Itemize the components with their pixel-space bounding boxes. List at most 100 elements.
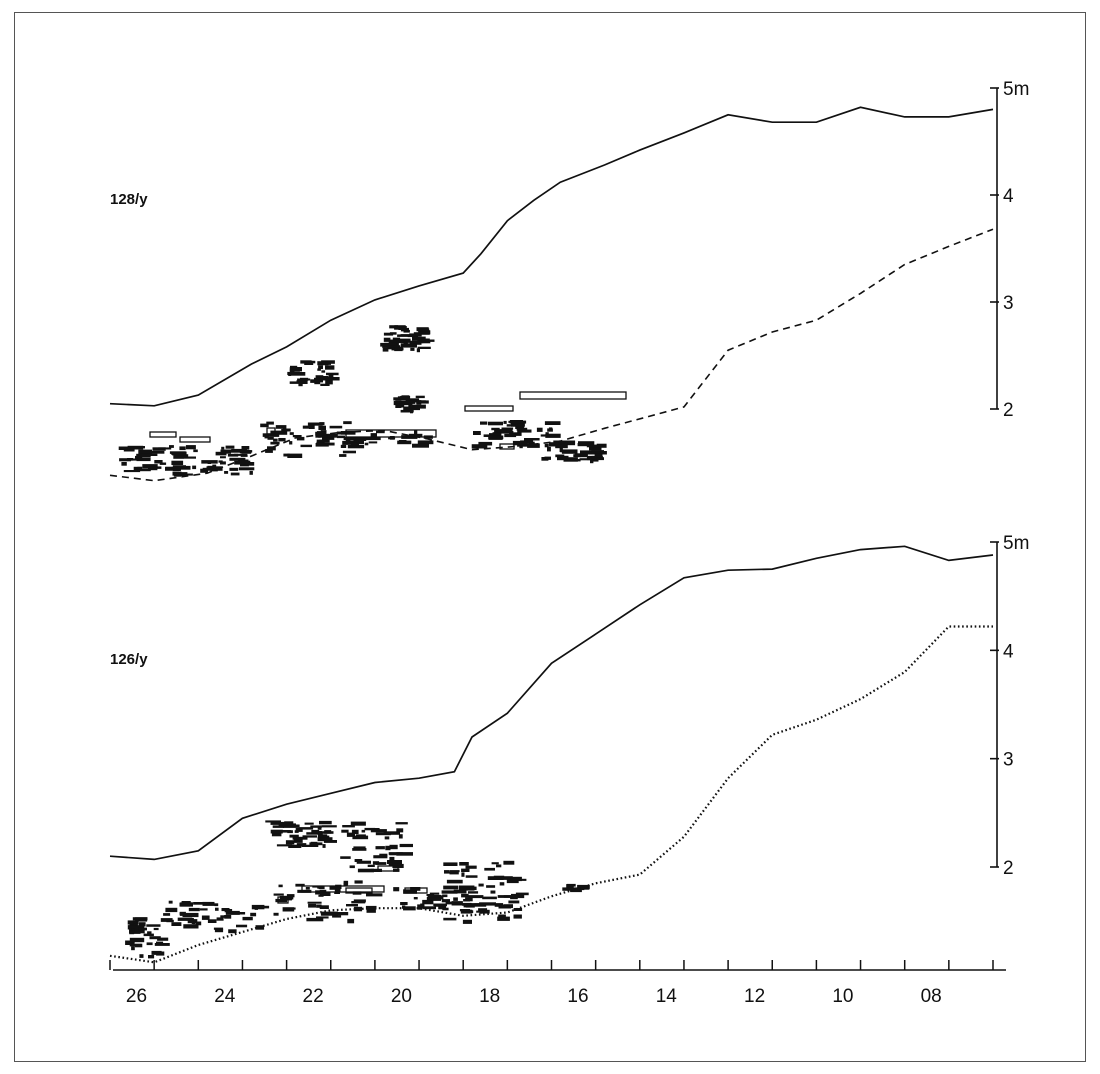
find-mark bbox=[403, 889, 417, 894]
find-mark bbox=[396, 852, 413, 856]
find-mark bbox=[504, 433, 517, 438]
find-mark bbox=[555, 454, 565, 458]
find-mark bbox=[417, 440, 434, 445]
find-mark bbox=[473, 431, 481, 435]
find-mark bbox=[234, 460, 251, 465]
find-mark bbox=[340, 431, 356, 435]
find-mark bbox=[364, 442, 369, 446]
find-mark bbox=[185, 445, 196, 450]
find-mark bbox=[172, 451, 186, 456]
find-mark bbox=[498, 904, 511, 909]
find-mark bbox=[545, 433, 561, 438]
find-mark bbox=[506, 879, 519, 884]
find-mark bbox=[342, 825, 355, 828]
find-mark bbox=[129, 930, 135, 935]
find-mark bbox=[321, 825, 337, 828]
find-mark bbox=[400, 902, 408, 906]
find-mark bbox=[220, 456, 226, 459]
find-mark bbox=[225, 445, 235, 449]
find-mark bbox=[317, 368, 321, 371]
find-mark bbox=[356, 860, 371, 864]
find-mark bbox=[346, 832, 355, 837]
find-mark bbox=[518, 878, 527, 881]
find-mark bbox=[293, 838, 303, 843]
find-mark bbox=[347, 918, 355, 924]
panel-126y: 126/y 5m 4 3 2 bbox=[109, 533, 1029, 964]
find-mark bbox=[254, 907, 258, 910]
find-mark bbox=[450, 870, 460, 873]
find-mark bbox=[346, 904, 358, 907]
find-mark bbox=[160, 918, 173, 922]
find-mark bbox=[289, 381, 307, 384]
find-mark bbox=[577, 884, 590, 889]
find-mark bbox=[174, 472, 188, 477]
find-mark bbox=[389, 844, 398, 850]
find-mark bbox=[413, 897, 418, 900]
find-mark bbox=[183, 924, 199, 929]
find-mark bbox=[275, 898, 287, 903]
find-mark bbox=[207, 919, 217, 923]
x-tick-label: 10 bbox=[832, 986, 853, 1007]
find-mark bbox=[471, 444, 488, 449]
find-mark bbox=[249, 470, 253, 475]
find-mark bbox=[234, 453, 248, 456]
find-mark bbox=[461, 872, 465, 877]
find-mark bbox=[512, 432, 522, 436]
find-mark bbox=[401, 400, 414, 404]
find-mark bbox=[557, 455, 569, 461]
find-mark bbox=[322, 433, 338, 438]
find-mark bbox=[308, 424, 315, 429]
find-mark bbox=[598, 451, 607, 455]
find-mark bbox=[396, 828, 404, 833]
find-mark bbox=[159, 462, 167, 465]
find-mark bbox=[443, 862, 458, 866]
find-mark bbox=[171, 922, 182, 926]
find-mark bbox=[403, 341, 407, 345]
find-mark bbox=[266, 421, 274, 425]
find-mark bbox=[480, 421, 488, 425]
find-mark bbox=[118, 446, 133, 450]
find-mark bbox=[306, 917, 324, 922]
find-mark bbox=[374, 828, 380, 831]
find-mark bbox=[547, 428, 553, 432]
find-mark bbox=[276, 844, 293, 847]
find-mark bbox=[309, 842, 323, 846]
find-mark bbox=[302, 425, 314, 429]
find-mark bbox=[579, 458, 592, 461]
find-mark bbox=[267, 436, 274, 440]
find-mark bbox=[202, 467, 210, 471]
panel-label-126y: 126/y bbox=[110, 651, 148, 668]
find-mark bbox=[370, 868, 382, 872]
find-mark bbox=[229, 467, 239, 471]
find-mark bbox=[171, 460, 184, 465]
find-mark bbox=[401, 395, 410, 400]
find-mark bbox=[368, 441, 378, 444]
find-mark bbox=[400, 409, 412, 413]
find-mark bbox=[193, 449, 198, 453]
find-mark bbox=[317, 886, 321, 889]
find-mark bbox=[296, 843, 307, 847]
find-mark bbox=[408, 403, 412, 407]
find-mark bbox=[354, 859, 363, 862]
finds-scatter-128y bbox=[118, 325, 627, 477]
find-mark bbox=[462, 902, 472, 906]
find-mark bbox=[409, 340, 422, 345]
find-mark bbox=[524, 438, 540, 441]
find-mark bbox=[315, 431, 327, 436]
find-mark bbox=[364, 827, 376, 831]
find-mark bbox=[364, 436, 381, 441]
find-mark bbox=[506, 428, 513, 433]
find-mark bbox=[491, 862, 499, 865]
find-mark bbox=[242, 916, 253, 921]
find-mark bbox=[509, 420, 527, 424]
find-mark bbox=[357, 868, 374, 873]
find-mark bbox=[352, 848, 367, 851]
find-mark bbox=[138, 449, 152, 454]
find-mark bbox=[132, 931, 141, 934]
find-mark bbox=[270, 821, 280, 825]
find-outline-mark bbox=[519, 391, 627, 400]
x-tick-label: 14 bbox=[656, 986, 678, 1007]
find-mark bbox=[419, 330, 430, 334]
find-mark bbox=[416, 348, 420, 353]
find-mark bbox=[287, 453, 303, 458]
